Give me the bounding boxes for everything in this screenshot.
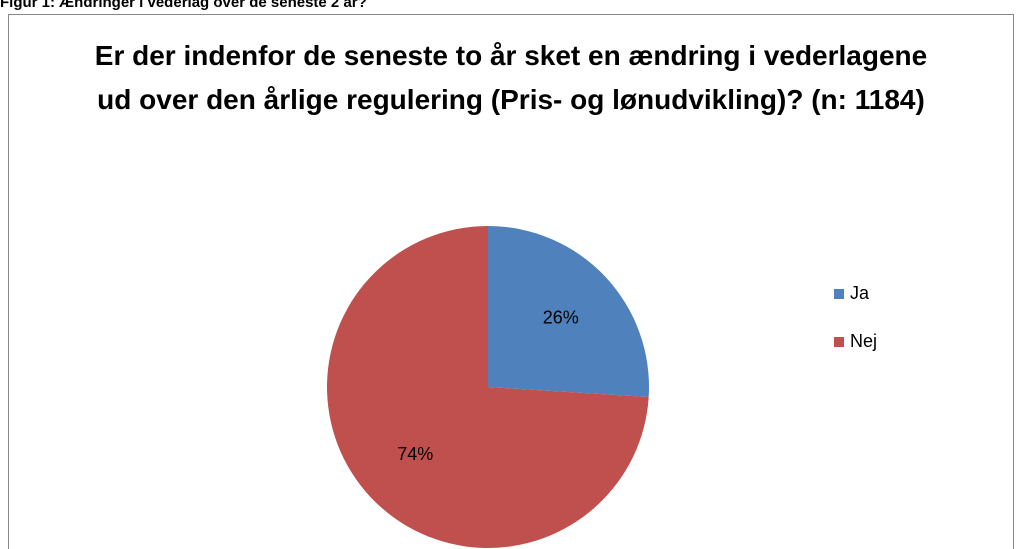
data-label: 74% bbox=[397, 444, 433, 464]
pie-slice bbox=[488, 226, 650, 398]
figure-caption: Figur 1: Ændringer i vederlag over de se… bbox=[0, 0, 367, 11]
legend-swatch bbox=[834, 337, 844, 347]
chart-title: Er der indenfor de seneste to år sket en… bbox=[94, 40, 928, 115]
legend-label: Ja bbox=[850, 283, 870, 303]
legend-label: Nej bbox=[850, 331, 877, 351]
legend-swatch bbox=[834, 289, 844, 299]
chart-border bbox=[8, 14, 1014, 549]
pie-slice bbox=[327, 226, 649, 548]
data-label: 26% bbox=[543, 307, 579, 327]
